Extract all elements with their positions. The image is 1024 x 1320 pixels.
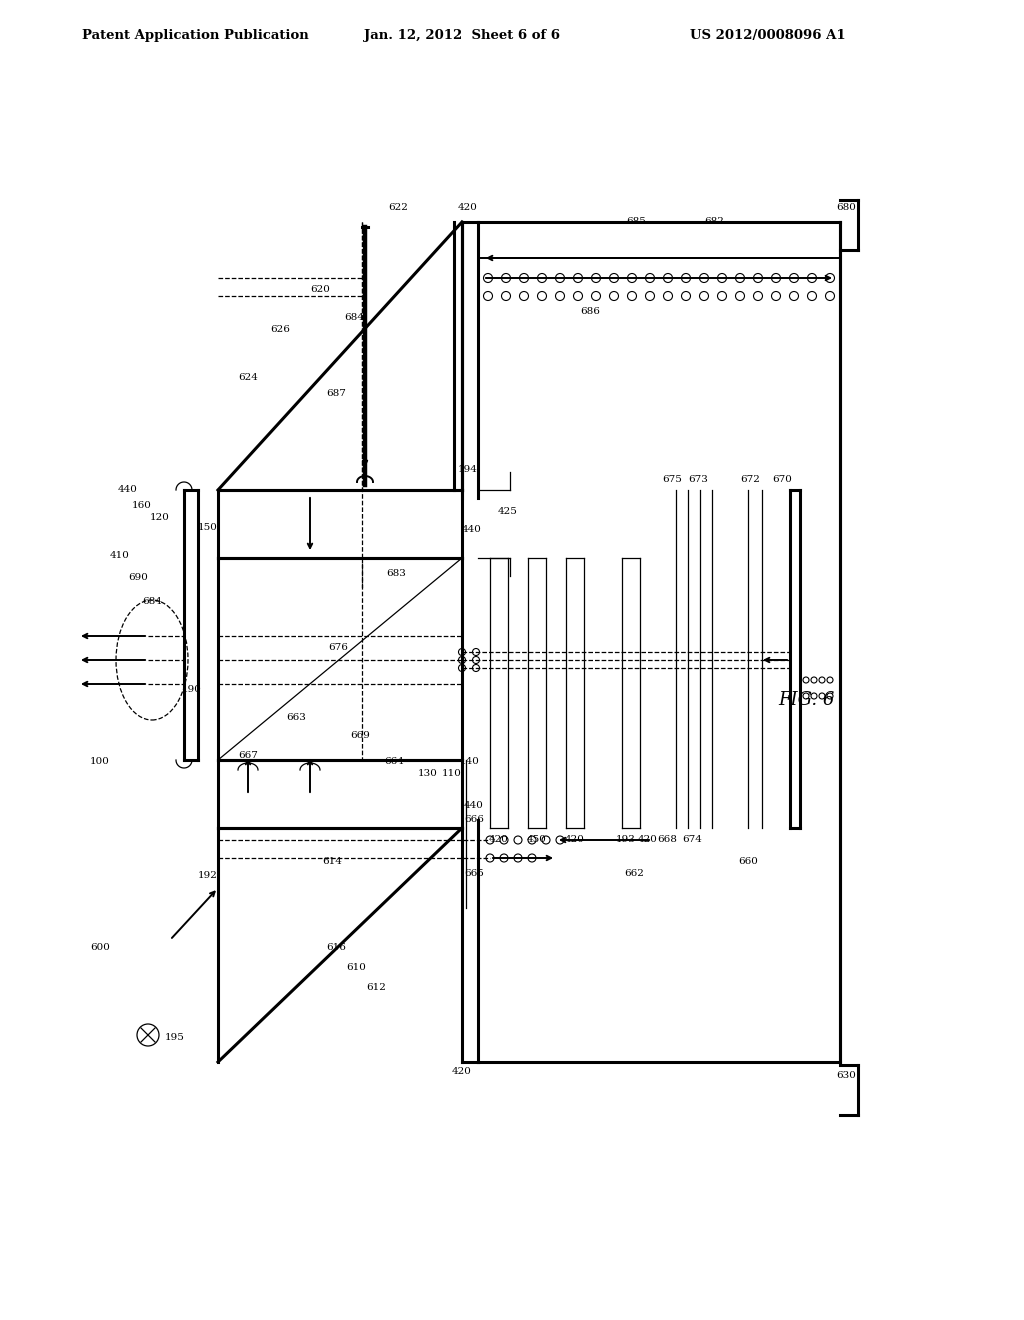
Text: 670: 670 [772,475,792,484]
Text: US 2012/0008096 A1: US 2012/0008096 A1 [690,29,846,41]
Text: 669: 669 [350,731,370,741]
Text: 666: 666 [464,816,484,825]
Text: 667: 667 [238,751,258,760]
Text: 690: 690 [128,573,147,582]
Text: 192: 192 [198,871,218,880]
Text: 685: 685 [626,218,646,227]
Text: 626: 626 [270,326,290,334]
Text: 620: 620 [310,285,330,294]
Text: 160: 160 [132,502,152,511]
Text: 193: 193 [616,836,636,845]
Text: 665: 665 [464,870,484,879]
Text: 600: 600 [90,944,110,953]
Text: FIG. 6: FIG. 6 [778,690,835,709]
Text: 100: 100 [90,758,110,767]
Text: Jan. 12, 2012  Sheet 6 of 6: Jan. 12, 2012 Sheet 6 of 6 [364,29,560,41]
Text: 630: 630 [836,1071,856,1080]
Text: 150: 150 [198,524,218,532]
Text: 420: 420 [452,1068,472,1077]
Text: Patent Application Publication: Patent Application Publication [82,29,308,41]
Text: 120: 120 [151,513,170,523]
Text: 190: 190 [182,685,202,694]
Text: 668: 668 [657,836,677,845]
Text: 680: 680 [836,203,856,213]
Text: 622: 622 [388,203,408,213]
Text: 687: 687 [326,389,346,399]
Text: 614: 614 [323,858,342,866]
Text: 450: 450 [527,836,547,845]
Text: 194: 194 [458,466,478,474]
Text: 110: 110 [442,770,462,779]
Text: 130: 130 [418,770,438,779]
Text: 440: 440 [464,801,484,810]
Text: 616: 616 [326,944,346,953]
Text: 676: 676 [328,644,348,652]
Text: 675: 675 [663,475,682,484]
Text: 195: 195 [165,1034,185,1043]
Text: 420: 420 [458,203,478,213]
Text: 662: 662 [624,870,644,879]
Text: 440: 440 [118,486,138,495]
Text: 684: 684 [344,314,364,322]
Text: 684: 684 [142,598,162,606]
Text: 420: 420 [565,836,585,845]
Text: 420: 420 [638,836,658,845]
Text: 140: 140 [460,758,480,767]
Text: 624: 624 [238,374,258,383]
Text: 686: 686 [580,308,600,317]
Text: 660: 660 [738,858,758,866]
Text: 612: 612 [366,983,386,993]
Text: 672: 672 [740,475,760,484]
Text: 664: 664 [384,758,404,767]
Text: 610: 610 [346,964,366,973]
Text: 683: 683 [386,569,406,578]
Text: 674: 674 [682,836,701,845]
Text: 673: 673 [688,475,708,484]
Text: 663: 663 [286,714,306,722]
Text: 440: 440 [462,525,482,535]
Text: 420: 420 [489,836,509,845]
Text: 410: 410 [110,552,130,561]
Text: 682: 682 [705,218,724,227]
Text: 425: 425 [498,507,518,516]
